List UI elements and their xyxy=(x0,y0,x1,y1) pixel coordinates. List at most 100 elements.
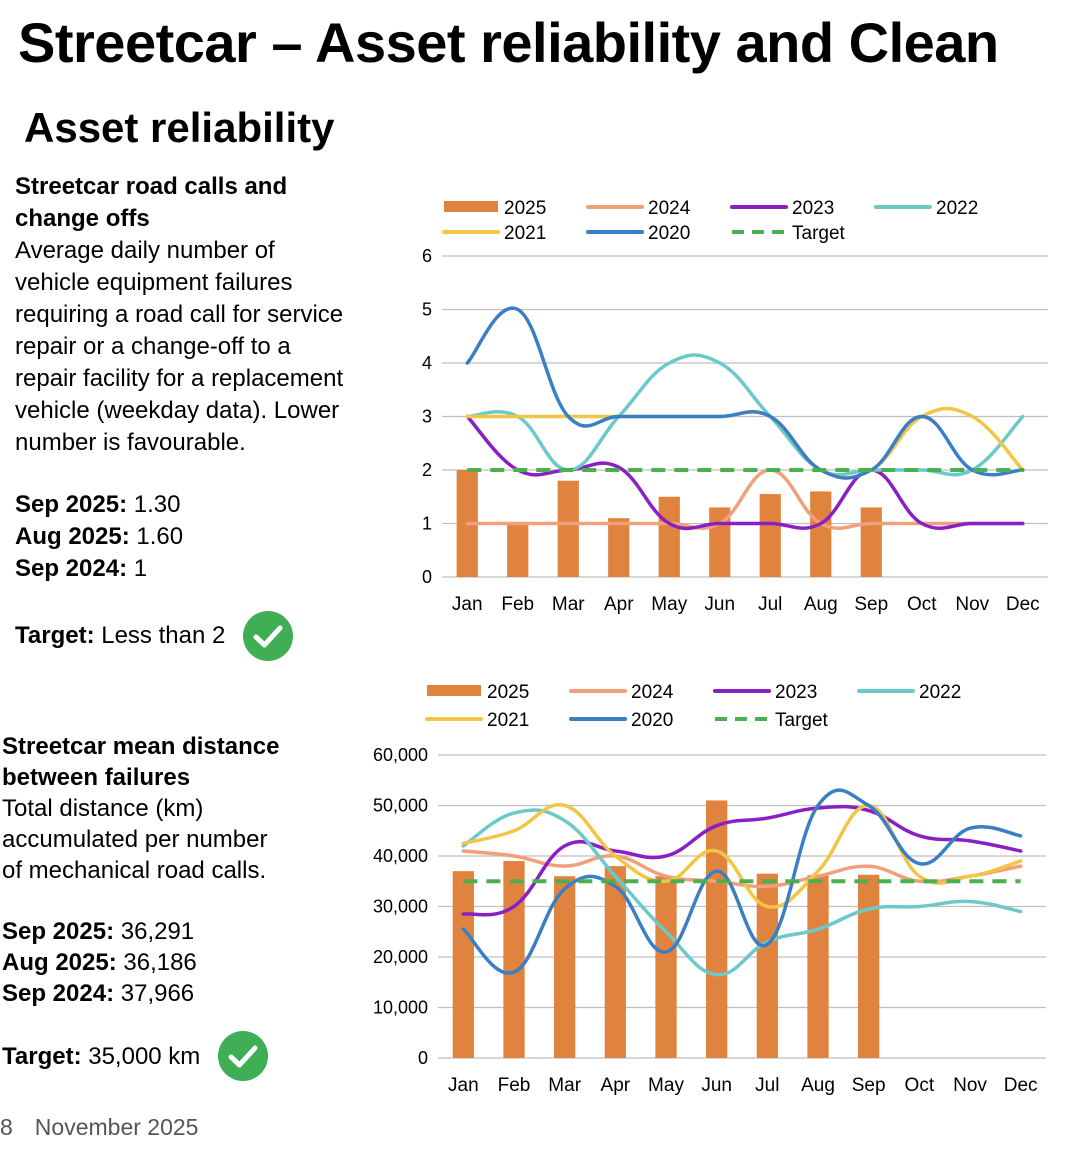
bar-2025-apr xyxy=(608,518,630,577)
legend-label: 2024 xyxy=(631,682,674,703)
mdbf-target: Target: 35,000 km xyxy=(2,1031,332,1081)
bar-2025-jul xyxy=(756,873,778,1058)
x-tick-label: Dec xyxy=(1006,594,1040,615)
mdbf-stat: Sep 2025: 36,291 xyxy=(2,916,332,947)
y-tick-label: 3 xyxy=(422,407,432,427)
bar-2025-may xyxy=(655,876,677,1058)
x-tick-label: Jun xyxy=(701,1075,732,1096)
y-tick-label: 50,000 xyxy=(373,796,428,816)
bar-2025-may xyxy=(658,496,680,577)
y-tick-label: 30,000 xyxy=(373,897,428,917)
x-tick-label: Aug xyxy=(804,594,838,615)
y-tick-label: 4 xyxy=(422,353,432,373)
bar-2025-jul xyxy=(759,494,781,577)
legend-label: 2022 xyxy=(936,198,978,219)
road-calls-target: Target: Less than 2 xyxy=(15,611,395,661)
road-calls-stat: Sep 2025: 1.30 xyxy=(15,489,395,521)
stat-label: Sep 2025: xyxy=(15,491,128,518)
x-tick-label: Jun xyxy=(704,594,735,615)
legend-label: 2023 xyxy=(775,682,817,703)
legend-label: 2025 xyxy=(504,198,546,219)
stat-value: 1.30 xyxy=(133,491,181,518)
bar-2025-apr xyxy=(604,866,626,1058)
x-tick-label: Dec xyxy=(1004,1075,1038,1096)
x-tick-label: Oct xyxy=(907,594,937,615)
x-tick-label: Feb xyxy=(501,594,534,615)
series-line-2021 xyxy=(461,803,1023,909)
bar-2025-aug xyxy=(810,491,832,577)
x-tick-label: Apr xyxy=(604,594,634,615)
x-tick-label: Sep xyxy=(854,594,888,615)
target-label: Target: xyxy=(2,1042,82,1070)
series-line-2020 xyxy=(465,306,1025,480)
mdbf-desc-line: accumulated per number xyxy=(2,826,268,853)
y-tick-label: 0 xyxy=(422,567,432,587)
bar-2025-jun xyxy=(706,800,728,1058)
x-tick-label: Jul xyxy=(758,594,782,615)
road-calls-desc-line: vehicle equipment failures xyxy=(15,269,293,296)
legend-label: 2023 xyxy=(792,198,834,219)
x-tick-label: Sep xyxy=(852,1075,886,1096)
road-calls-stat: Aug 2025: 1.60 xyxy=(15,521,395,553)
road-calls-chart: 0 1 2 3 4 5 6 Jan Feb Mar Apr May Jun Jul Aug Sep Oct Nov… xyxy=(422,198,1048,615)
target-label: Target: xyxy=(15,622,95,649)
mdbf-desc-line: Total distance (km) xyxy=(2,795,204,822)
x-tick-label: Apr xyxy=(601,1075,631,1096)
road-calls-desc-line: number is favourable. xyxy=(15,429,246,456)
road-calls-desc-line: repair facility for a replacement xyxy=(15,365,344,392)
footer: 8 November 2025 xyxy=(0,1114,198,1141)
legend-label: 2021 xyxy=(487,710,529,731)
mdbf-stat: Sep 2024: 37,966 xyxy=(2,978,332,1009)
stat-label: Aug 2025: xyxy=(2,949,117,976)
y-tick-label: 20,000 xyxy=(373,947,428,967)
legend-label: 2020 xyxy=(648,223,690,244)
road-calls-desc-line: vehicle (weekday data). Lower xyxy=(15,397,340,424)
x-tick-label: Aug xyxy=(801,1075,835,1096)
bar-2025-sep xyxy=(858,874,880,1058)
check-icon xyxy=(243,611,294,661)
legend-label: 2021 xyxy=(504,223,546,244)
bar-2025-feb xyxy=(507,523,529,577)
stat-label: Aug 2025: xyxy=(15,523,130,550)
y-tick-label: 1 xyxy=(422,514,432,534)
mdbf-title-line2: between failures xyxy=(2,764,191,791)
y-tick-label: 2 xyxy=(422,460,432,480)
legend-swatch-2025 xyxy=(427,685,481,696)
mdbf-panel: Streetcar mean distance between failures… xyxy=(2,731,332,1081)
legend-label: 2025 xyxy=(487,682,529,703)
bar-2025-mar xyxy=(554,876,576,1058)
legend-swatch-2025 xyxy=(444,201,498,212)
road-calls-desc-line: requiring a road call for service xyxy=(15,301,344,328)
stat-value: 1 xyxy=(133,555,148,582)
x-tick-label: Feb xyxy=(498,1075,531,1096)
mdbf-desc-line: of mechanical road calls. xyxy=(2,857,267,884)
x-tick-label: May xyxy=(651,594,687,615)
y-tick-label: 5 xyxy=(422,300,432,320)
target-value: Less than 2 xyxy=(101,622,226,649)
section-title: Asset reliability xyxy=(24,104,335,151)
stat-label: Sep 2025: xyxy=(2,918,115,945)
series-line-2023 xyxy=(461,804,1023,917)
page-title: Streetcar – Asset reliability and Clean xyxy=(18,11,999,74)
check-icon xyxy=(218,1031,269,1081)
x-tick-label: Jan xyxy=(452,594,483,615)
road-calls-desc-line: repair or a change-off to a xyxy=(15,333,291,360)
target-value: 35,000 km xyxy=(88,1042,201,1070)
series-line-2020 xyxy=(461,788,1023,975)
x-tick-label: Nov xyxy=(953,1075,987,1096)
legend-label: 2022 xyxy=(919,682,961,703)
page-number: 8 xyxy=(0,1114,13,1140)
road-calls-stat: Sep 2024: 1 xyxy=(15,553,395,585)
x-tick-label: Nov xyxy=(955,594,989,615)
series-line-2022 xyxy=(461,808,1023,977)
stat-label: Sep 2024: xyxy=(2,980,115,1007)
stat-value: 37,966 xyxy=(120,980,195,1007)
x-tick-label: Mar xyxy=(548,1075,581,1096)
road-calls-desc-line: Average daily number of xyxy=(15,237,275,264)
y-tick-label: 6 xyxy=(422,246,432,266)
x-tick-label: Oct xyxy=(905,1075,935,1096)
road-calls-title-line1: Streetcar road calls and xyxy=(15,173,288,200)
legend-label: Target xyxy=(775,710,829,731)
legend-label: 2020 xyxy=(631,710,673,731)
